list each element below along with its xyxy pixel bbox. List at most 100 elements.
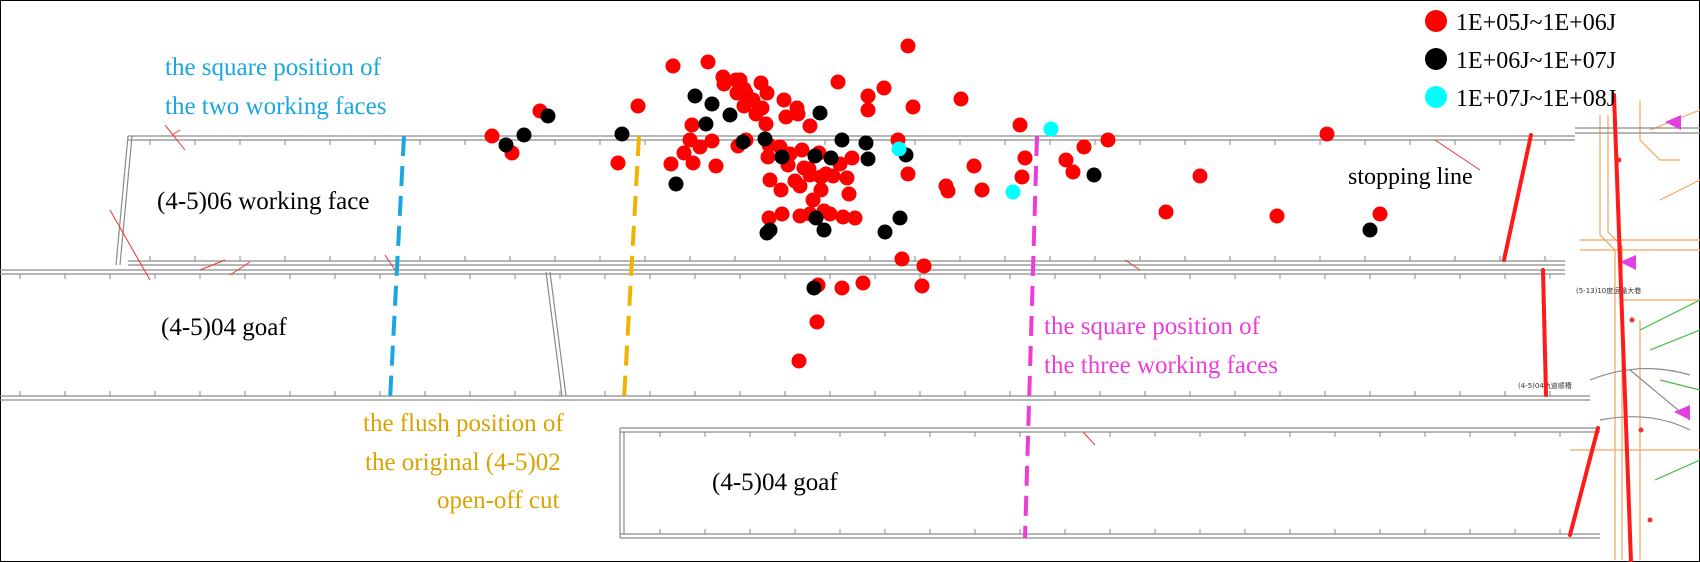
event-red xyxy=(953,91,969,107)
event-red xyxy=(809,314,825,330)
legend-swatch-cyan xyxy=(1425,86,1447,108)
event-red xyxy=(860,88,876,104)
fault-mark xyxy=(384,254,396,271)
event-black xyxy=(498,137,514,153)
event-black xyxy=(812,105,828,121)
goaf-upper-edge-b xyxy=(549,271,567,397)
event-red xyxy=(610,155,626,171)
two-faces-square-line xyxy=(388,135,406,401)
event-red xyxy=(1058,152,1074,168)
event-black xyxy=(808,210,824,226)
legend-swatch-black xyxy=(1425,48,1447,70)
legend-item-high: 1E+07J~1E+08J xyxy=(1425,86,1616,112)
two-faces-label-line2: the two working faces xyxy=(165,93,386,120)
cad-orange-line xyxy=(1607,115,1623,560)
event-black xyxy=(614,126,630,142)
position-lines xyxy=(388,135,1039,539)
event-red xyxy=(818,166,834,182)
event-red xyxy=(841,186,857,202)
legend-item-low: 1E+05J~1E+06J xyxy=(1425,10,1616,36)
event-red xyxy=(704,133,720,149)
event-red xyxy=(753,75,769,91)
cad-green-line xyxy=(1659,379,1700,391)
event-black xyxy=(816,222,832,238)
event-red xyxy=(684,117,700,133)
cad-red-dot xyxy=(1638,427,1644,433)
fault-mark xyxy=(1082,431,1096,446)
event-red xyxy=(676,145,692,161)
cad-gray-line xyxy=(1599,416,1691,431)
event-black xyxy=(877,224,893,240)
event-red xyxy=(773,182,789,198)
fault-mark xyxy=(1124,259,1141,271)
flush-label-line2: the original (4-5)02 xyxy=(365,449,561,476)
microseismic-events xyxy=(484,38,1388,369)
legend-label: 1E+05J~1E+06J xyxy=(1456,10,1616,36)
event-red xyxy=(847,210,863,226)
cad-red-dot xyxy=(1647,517,1653,523)
legend: 1E+05J~1E+06J 1E+06J~1E+07J 1E+07J~1E+08… xyxy=(1425,10,1616,112)
fault-mark xyxy=(109,209,151,281)
event-black xyxy=(759,225,775,241)
event-red xyxy=(1012,117,1028,133)
event-black xyxy=(698,116,714,132)
cad-orange-line xyxy=(1599,115,1616,560)
stopping-line-label: stopping line xyxy=(1348,164,1473,190)
fault-mark xyxy=(164,124,186,151)
event-red xyxy=(813,182,829,198)
legend-item-mid: 1E+06J~1E+07J xyxy=(1425,48,1616,74)
legend-label: 1E+07J~1E+08J xyxy=(1456,86,1616,112)
event-red xyxy=(900,38,916,54)
event-black xyxy=(687,88,703,104)
magenta-arrow-icon xyxy=(1620,255,1636,270)
main-roadway-red-line xyxy=(1612,93,1633,562)
event-red xyxy=(796,160,812,176)
event-red xyxy=(855,275,871,291)
event-red xyxy=(748,106,764,122)
event-red xyxy=(966,158,982,174)
event-red xyxy=(791,353,807,369)
stopping-line-06 xyxy=(1502,133,1533,262)
cad-gray-line xyxy=(1589,367,1691,381)
event-red xyxy=(834,280,850,296)
event-red xyxy=(663,156,679,172)
event-red xyxy=(916,258,932,274)
event-red xyxy=(844,150,860,166)
event-black xyxy=(823,150,839,166)
goaf-04-upper-label: (4-5)04 goaf xyxy=(161,314,287,341)
event-black xyxy=(735,134,751,150)
event-red xyxy=(776,92,792,108)
three-faces-square-line xyxy=(1023,135,1039,539)
event-red xyxy=(900,166,916,182)
event-black xyxy=(1086,167,1102,183)
event-red xyxy=(805,192,821,208)
two-faces-label-line1: the square position of xyxy=(165,54,382,81)
event-red xyxy=(700,54,716,70)
flush-position-line xyxy=(622,135,641,401)
event-red xyxy=(762,172,778,188)
stopping-line-04-upper xyxy=(1541,268,1548,397)
goaf-04-lower-label: (4-5)04 goaf xyxy=(712,469,838,496)
event-red xyxy=(876,80,892,96)
event-black xyxy=(668,176,684,192)
cad-green-line xyxy=(1649,329,1700,351)
event-black xyxy=(704,96,720,112)
event-black xyxy=(858,135,874,151)
event-red xyxy=(835,209,851,225)
three-faces-label-line2: the three working faces xyxy=(1044,352,1278,379)
cad-red-dot xyxy=(1629,317,1635,323)
event-black xyxy=(516,127,532,143)
event-cyan xyxy=(891,141,907,157)
legend-swatch-red xyxy=(1425,10,1447,32)
event-red xyxy=(484,128,500,144)
event-red xyxy=(830,74,846,90)
event-red xyxy=(822,206,838,222)
magenta-arrow-icon xyxy=(1665,115,1681,130)
stopping-line-04-lower xyxy=(1568,426,1600,537)
event-red xyxy=(708,158,724,174)
event-red xyxy=(760,149,776,165)
event-red xyxy=(802,118,818,134)
event-red xyxy=(1372,206,1388,222)
face06-left-edge-b xyxy=(115,135,129,266)
event-red xyxy=(894,251,910,267)
